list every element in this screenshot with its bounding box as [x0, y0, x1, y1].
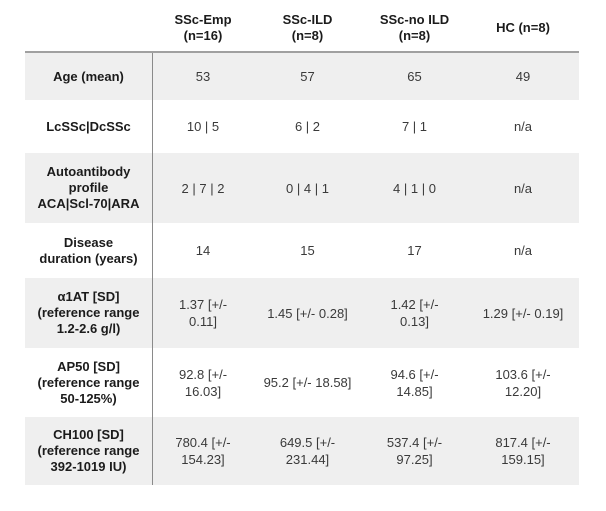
table-cell: 2 | 7 | 2 — [181, 180, 225, 196]
row-label: LcSSc|DcSSc — [25, 100, 153, 153]
table-cell: n/a — [513, 119, 533, 134]
table-cell: 7 | 1 — [401, 119, 428, 134]
table-row-lcssc-dcssc: LcSSc|DcSSc 10 | 5 6 | 2 7 | 1 n/a — [25, 100, 579, 153]
table-cell: 95.2 [+/- 18.58] — [263, 375, 352, 390]
table-cell: 17 — [407, 243, 422, 258]
table-cell: 49 — [515, 69, 531, 84]
row-label: Disease duration (years) — [25, 223, 153, 278]
table-cell: n/a — [513, 243, 533, 258]
table-cell: 817.4 [+/- 159.15] — [495, 435, 551, 467]
table-cell: 15 — [300, 243, 315, 258]
table-cell: 780.4 [+/- 154.23] — [175, 435, 231, 467]
table-row-ap50: AP50 [SD] (reference range 50-125%) 92.8… — [25, 348, 579, 417]
table-header-row: SSc-Emp (n=16) SSc-ILD (n=8) SSc-no ILD … — [25, 5, 579, 53]
table-cell: 1.29 [+/- 0.19] — [482, 305, 564, 321]
column-header-ssc-no-ild: SSc-no ILD (n=8) — [379, 12, 450, 43]
table-cell: 4 | 1 | 0 — [393, 180, 436, 196]
row-label: CH100 [SD] (reference range 392-1019 IU) — [25, 417, 153, 485]
table-cell: 6 | 2 — [294, 119, 321, 134]
table-row-age: Age (mean) 53 57 65 49 — [25, 53, 579, 100]
table-row-disease-duration: Disease duration (years) 14 15 17 n/a — [25, 223, 579, 278]
table-cell: 1.42 [+/- 0.13] — [390, 297, 439, 329]
table-cell: 1.37 [+/- 0.11] — [178, 297, 228, 329]
row-label: α1AT [SD] (reference range 1.2-2.6 g/l) — [25, 278, 153, 348]
column-header-ssc-ild: SSc-ILD (n=8) — [282, 12, 333, 43]
table-body: Age (mean) 53 57 65 49 LcSSc|DcSSc 10 | … — [25, 53, 579, 485]
table-cell: 649.5 [+/- 231.44] — [279, 435, 336, 467]
table-cell: 57 — [300, 69, 315, 84]
table-cell: 14 — [195, 243, 211, 258]
table-row-a1at: α1AT [SD] (reference range 1.2-2.6 g/l) … — [25, 278, 579, 348]
table-cell: 94.6 [+/- 14.85] — [390, 366, 439, 399]
table-cell: 1.45 [+/- 0.28] — [267, 305, 348, 321]
table-cell: 103.6 [+/- 12.20] — [495, 366, 551, 399]
study-cohort-table: SSc-Emp (n=16) SSc-ILD (n=8) SSc-no ILD … — [25, 5, 579, 485]
table-cell: 0 | 4 | 1 — [286, 180, 329, 196]
table-cell: 537.4 [+/- 97.25] — [386, 435, 443, 467]
table-cell: 92.8 [+/- 16.03] — [178, 366, 228, 399]
table-row-autoantibody-profile: Autoantibody profile ACA|Scl-70|ARA 2 | … — [25, 153, 579, 223]
row-label: Age (mean) — [25, 53, 153, 100]
row-label: Autoantibody profile ACA|Scl-70|ARA — [25, 153, 153, 223]
column-header-hc: HC (n=8) — [496, 20, 550, 35]
column-header-ssc-emp: SSc-Emp (n=16) — [174, 12, 232, 43]
table-row-ch100: CH100 [SD] (reference range 392-1019 IU)… — [25, 417, 579, 485]
table-cell: 65 — [407, 69, 422, 84]
table-cell: n/a — [513, 180, 533, 196]
table-cell: 53 — [195, 69, 211, 84]
corner-cell — [25, 5, 153, 51]
row-label: AP50 [SD] (reference range 50-125%) — [25, 348, 153, 417]
table-cell: 10 | 5 — [186, 119, 220, 134]
